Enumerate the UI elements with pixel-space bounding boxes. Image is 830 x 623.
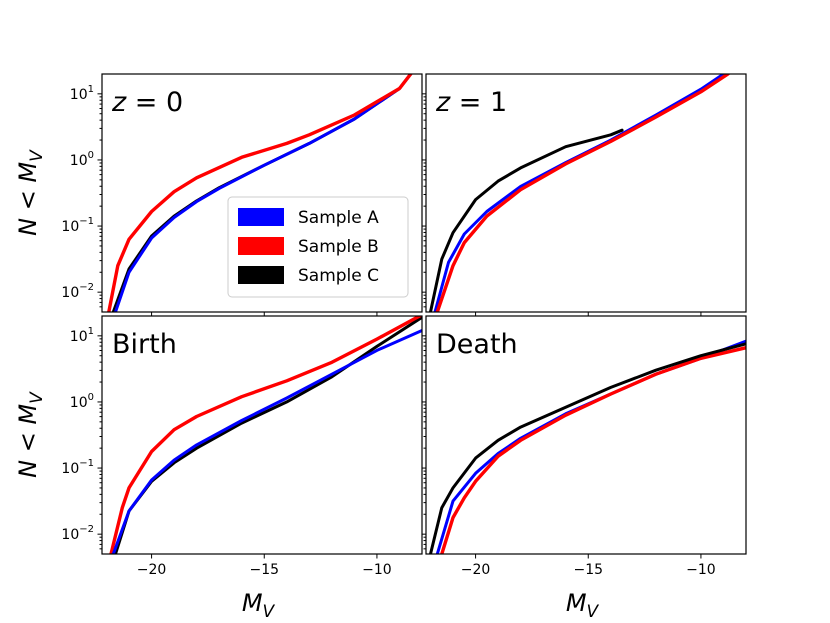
legend-entry-sample-b: Sample B	[238, 237, 379, 257]
y-tick-label: 10−2	[61, 524, 94, 543]
series-line-sample-c	[429, 342, 746, 554]
series-line-sample-b	[109, 316, 422, 554]
y-axis-title: N < MV	[14, 391, 47, 478]
series-line-sample-c	[429, 128, 624, 312]
panel-frame	[425, 315, 747, 555]
series-line-sample-b	[435, 74, 730, 312]
y-tick-label: 10−1	[61, 458, 94, 477]
series-group	[429, 74, 730, 312]
panel-frame	[425, 73, 747, 313]
panel-frame	[101, 315, 423, 555]
series-group	[107, 74, 413, 312]
legend-swatch	[238, 237, 284, 255]
series-group	[429, 339, 746, 554]
x-axis-title: MV	[566, 589, 600, 622]
x-tick-label: −15	[573, 562, 603, 578]
legend-swatch	[238, 266, 284, 284]
series-group	[109, 316, 422, 554]
panel-3: −20 −15 −10 Death	[421, 315, 747, 578]
y-axis-title: N < MV	[14, 149, 47, 236]
legend-label: Sample C	[298, 266, 379, 286]
series-line-sample-b	[440, 346, 746, 554]
x-axis-title: MV	[242, 589, 276, 622]
series-line-sample-a	[114, 74, 413, 312]
x-tick-label: −20	[137, 562, 167, 578]
series-line-sample-a	[111, 329, 422, 554]
panel-label: Death	[436, 329, 518, 360]
legend-entry-sample-c: Sample C	[238, 266, 379, 286]
legend-swatch	[238, 208, 284, 226]
panel-1: z = 1	[421, 73, 747, 317]
y-tick-label: 10−2	[61, 282, 94, 301]
series-line-sample-b	[107, 74, 413, 312]
series-line-sample-a	[433, 74, 725, 312]
legend-label: Sample B	[298, 237, 379, 257]
x-tick-label: −20	[461, 562, 491, 578]
panel-label: z = 1	[435, 87, 507, 118]
x-tick-label: −15	[249, 562, 279, 578]
x-tick-label: −10	[362, 562, 392, 578]
legend-entry-sample-a: Sample A	[238, 208, 379, 228]
y-tick-label: 100	[70, 150, 94, 169]
panel-label: Birth	[112, 329, 177, 360]
panel-2: 10−2 10−1 100 101 −20 −15 −10 Birth	[61, 315, 423, 578]
panel-0: 10−2 10−1 100 101 z = 0	[61, 73, 423, 317]
y-tick-label: 101	[70, 326, 94, 345]
legend-label: Sample A	[298, 208, 379, 228]
panel-label: z = 0	[111, 87, 183, 118]
y-tick-label: 10−1	[61, 216, 94, 235]
x-tick-label: −10	[686, 562, 716, 578]
panel-frame	[101, 73, 423, 313]
y-tick-label: 101	[70, 84, 94, 103]
y-tick-label: 100	[70, 392, 94, 411]
